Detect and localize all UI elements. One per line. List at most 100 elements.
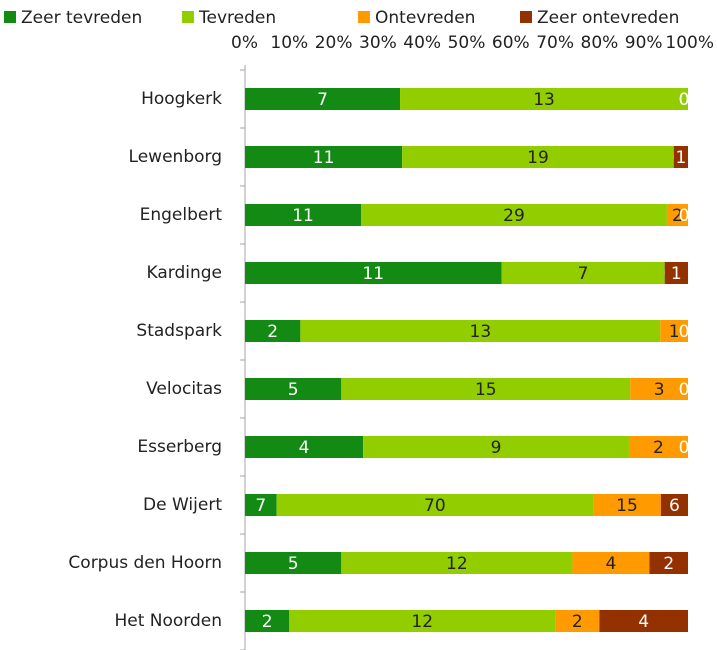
bar-segment [341,552,573,574]
data-label: 19 [527,148,549,168]
data-label: 4 [299,438,310,458]
bar-segment [630,378,688,400]
bar-segment [402,146,674,168]
data-label: 9 [491,438,502,458]
legend-label: Tevreden [198,8,276,28]
x-tick-label: 90% [625,33,663,53]
y-tick-label: Het Noorden [114,611,222,631]
data-label: 2 [262,612,273,632]
bar-segment [593,494,661,516]
bar-segment [245,378,342,400]
x-tick-label: 80% [581,33,619,53]
data-label: 15 [616,496,638,516]
y-tick-label: Stadspark [136,321,222,341]
data-label: 2 [267,322,278,342]
y-tick-label: Engelbert [140,205,223,225]
data-label: 5 [288,554,299,574]
x-tick-label: 20% [315,33,353,53]
legend-label: Zeer ontevreden [537,8,679,28]
x-tick-label: 30% [359,33,397,53]
bar-segment [245,494,277,516]
x-tick-label: 0% [231,33,258,53]
data-label: 0 [679,90,690,110]
data-label: 5 [288,380,299,400]
bar-segment [660,320,688,342]
bar-segment [363,436,629,458]
data-label: 2 [672,206,683,226]
y-tick-label: De Wijert [143,495,222,515]
y-tick-label: Lewenborg [129,147,222,167]
data-label: 13 [533,90,555,110]
data-label: 12 [411,612,433,632]
bar-segment [628,436,688,458]
data-label: 0 [679,90,690,110]
data-label: 6 [669,496,680,516]
bar-segment [245,262,502,284]
legend-swatch [182,11,194,23]
legend-swatch [358,11,370,23]
bar-segment [660,494,688,516]
data-label: 7 [578,264,589,284]
data-label: 0 [679,380,690,400]
bar-segment [666,204,688,226]
data-label: 11 [313,148,335,168]
bar-segment [245,552,342,574]
x-tick-label: 100% [665,33,714,53]
legend-swatch [520,11,532,23]
data-label: 2 [653,438,664,458]
data-label: 2 [572,612,583,632]
bar-segment [649,552,688,574]
bar-segment [245,204,362,226]
bar-segment [555,610,600,632]
bar-segment [361,204,667,226]
data-label: 11 [292,206,314,226]
bar-segment [572,552,650,574]
data-label: 0 [679,322,690,342]
bar-segment [664,262,688,284]
data-label: 12 [446,554,468,574]
data-label: 2 [663,554,674,574]
bar-segment [245,146,403,168]
legend-swatch [4,11,16,23]
legend-label: Zeer tevreden [21,8,142,28]
data-label: 13 [470,322,492,342]
data-label: 0 [679,206,690,226]
bar-segment [289,610,556,632]
data-label: 70 [424,496,446,516]
bar-segment [599,610,688,632]
data-label: 29 [503,206,525,226]
bar-segment [341,378,631,400]
y-tick-label: Esserberg [137,437,222,457]
bar-segment [245,320,301,342]
data-label: 11 [362,264,384,284]
data-label: 1 [675,148,686,168]
x-tick-label: 10% [270,33,308,53]
data-label: 1 [669,322,680,342]
y-tick-label: Velocitas [146,379,222,399]
data-label: 4 [606,554,617,574]
x-tick-label: 50% [448,33,486,53]
data-label: 7 [317,90,328,110]
bar-segment [300,320,661,342]
y-tick-label: Corpus den Hoorn [68,553,222,573]
x-tick-label: 60% [492,33,530,53]
legend-label: Ontevreden [375,8,475,28]
bar-segment [245,436,364,458]
bar-segment [673,146,688,168]
bar-segment [501,262,665,284]
y-tick-label: Hoogkerk [141,89,222,109]
bar-segment [400,88,688,110]
bar-segment [245,88,401,110]
data-label: 4 [638,612,649,632]
data-label: 15 [475,380,497,400]
data-label: 1 [671,264,682,284]
x-tick-label: 40% [403,33,441,53]
y-tick-label: Kardinge [147,263,223,283]
data-label: 7 [255,496,266,516]
bar-segment [245,610,290,632]
data-label: 3 [654,380,665,400]
data-label: 0 [679,438,690,458]
bar-segment [276,494,594,516]
x-tick-label: 70% [536,33,574,53]
